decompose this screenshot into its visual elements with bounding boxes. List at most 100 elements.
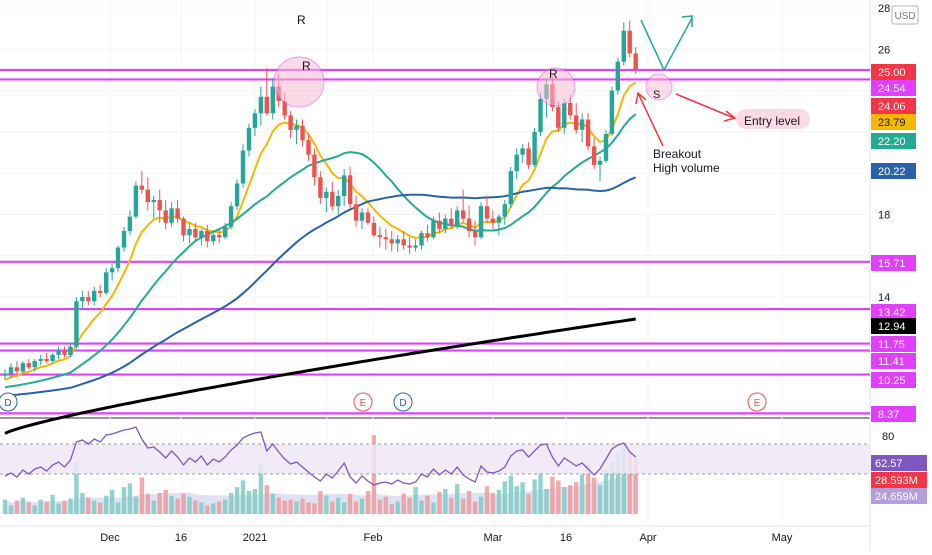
time-tick-label: 16 (560, 532, 572, 544)
candle-body (627, 30, 632, 54)
volume-bar (347, 493, 353, 514)
candle-body (419, 233, 424, 246)
volume-bar (223, 499, 228, 514)
event-marker-label: D (4, 398, 11, 409)
candle-body (26, 363, 31, 368)
volume-bar (359, 498, 365, 514)
event-marker-label: D (399, 398, 406, 409)
volume-bar (26, 502, 31, 514)
candle-body (395, 239, 400, 244)
high-volume-label: High volume (653, 161, 720, 175)
volume-bar (86, 497, 91, 514)
event-marker (353, 392, 373, 412)
candle-body (163, 210, 168, 223)
volume-bar (62, 500, 67, 514)
volume-bar (139, 477, 145, 514)
volume-bar (407, 497, 412, 514)
volume-bar (312, 503, 317, 514)
volume-bar (56, 503, 61, 514)
candle-body (44, 359, 49, 362)
volume-bar (609, 461, 615, 514)
volume-bar (538, 471, 543, 514)
candle-body (472, 231, 478, 238)
entry-arrowhead (723, 110, 737, 122)
candle-body (312, 154, 317, 178)
price-tag (871, 114, 916, 130)
volume-bar (115, 502, 121, 514)
resistance-label: R (302, 59, 311, 73)
candle-body (556, 107, 561, 128)
volume-bar (240, 480, 246, 514)
candle-body (80, 297, 85, 302)
indicator-tag-label: 24.659M (875, 491, 918, 503)
time-tick-label: 2021 (243, 532, 267, 544)
candle-body (449, 218, 454, 225)
rsi-panel (0, 426, 870, 486)
candle-body (104, 272, 109, 293)
candle-body (38, 359, 43, 362)
volume-bar (342, 502, 347, 514)
candle-body (508, 171, 513, 205)
time-tick-label: Feb (364, 532, 383, 544)
price-tick-label: 28 (878, 3, 890, 15)
indicator-tag-label: 28.593M (875, 475, 918, 487)
price-tag-label: 11.41 (878, 356, 905, 368)
candle-body (8, 367, 14, 374)
price-tick-label: 26 (878, 44, 890, 56)
volume-bar (633, 458, 638, 514)
price-tag (871, 98, 916, 114)
price-tag-label: 15.71 (878, 258, 906, 270)
volume-bar (520, 482, 525, 514)
volume-bar (8, 505, 14, 514)
indicator-tag (871, 455, 927, 471)
moving-averages (4, 81, 637, 435)
volume-bar (324, 495, 329, 514)
candle-body (633, 53, 638, 70)
candle-body (336, 195, 341, 207)
candle-body (115, 247, 121, 269)
volume-bar (389, 504, 394, 514)
volume-bar (74, 461, 79, 514)
price-tag-label: 10.25 (878, 375, 906, 387)
volume-bar (252, 489, 258, 514)
candle-body (199, 231, 204, 238)
moving-average-line (4, 81, 637, 381)
volume-bar (187, 496, 192, 514)
volume-bar (294, 501, 299, 514)
volume-bar (353, 501, 359, 514)
volume-bar (597, 485, 603, 514)
candle-body (109, 268, 115, 273)
candle-body (234, 183, 240, 207)
candle-body (615, 61, 620, 91)
candle-body (121, 231, 127, 248)
volume-bar (365, 491, 371, 514)
candle-body (579, 119, 585, 130)
volume-bar (371, 435, 377, 514)
volume-bar (145, 493, 150, 514)
entry-level-label: Entry level (744, 114, 800, 128)
volume-bar (585, 464, 591, 514)
volume-bar (258, 464, 264, 514)
volume-bars (2, 435, 638, 514)
candle-body (133, 185, 139, 217)
price-tag (871, 372, 916, 388)
candle-body (383, 237, 388, 240)
candle-body (32, 361, 37, 368)
candle-body (401, 239, 406, 246)
volume-bar (2, 499, 8, 514)
volume-bar (217, 501, 222, 514)
candle-body (187, 229, 192, 236)
volume-bar (44, 501, 49, 514)
rsi-line (4, 426, 637, 486)
price-tag-label: 13.42 (878, 307, 906, 319)
currency-badge (891, 5, 919, 25)
price-tag (871, 353, 916, 369)
candle-body (50, 354, 55, 362)
candle-body (431, 220, 436, 238)
volume-bar (621, 444, 626, 514)
price-tick-label: 18 (878, 210, 890, 222)
price-tag (871, 80, 916, 96)
volume-bar (193, 500, 198, 514)
volume-bar (455, 484, 460, 514)
volume-bar (490, 492, 496, 514)
